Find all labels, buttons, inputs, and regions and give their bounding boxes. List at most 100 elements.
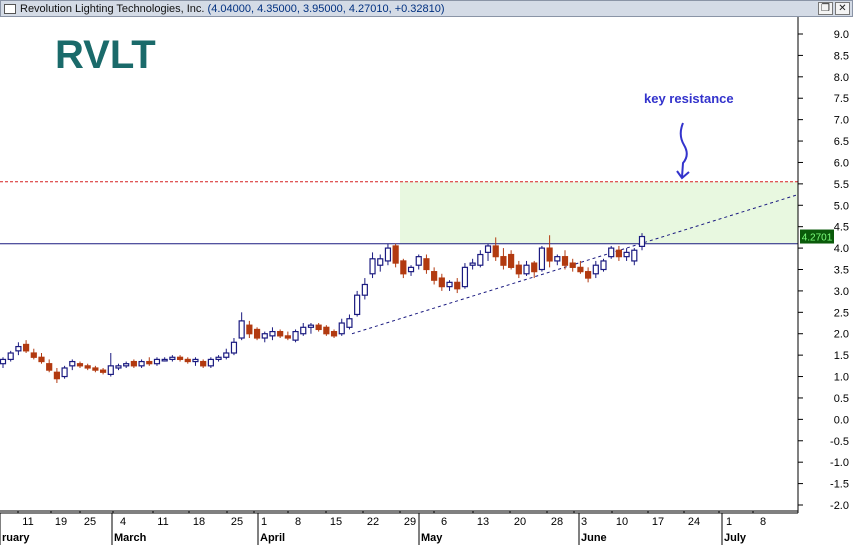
candle-up [238, 320, 245, 339]
candle-up [469, 262, 476, 266]
chart-window-icon [4, 3, 16, 14]
x-tick-label: 11 [157, 516, 168, 528]
x-tick-label: 4 [120, 516, 126, 528]
candle-down [585, 271, 592, 279]
x-tick-label: 20 [514, 516, 526, 528]
candle-down [130, 360, 137, 367]
candle-down [423, 258, 430, 271]
y-tick-label: -0.5 [830, 436, 849, 448]
candle-down [76, 363, 84, 367]
y-tick-label: 6.5 [834, 136, 849, 148]
x-tick-label: 8 [760, 516, 766, 528]
candle-up [461, 266, 469, 288]
candle-up [369, 258, 376, 275]
candle-down [284, 335, 291, 339]
y-tick-label: 4.0 [834, 243, 849, 255]
x-tick-label: 25 [231, 516, 243, 528]
candle-down [546, 247, 553, 262]
candle-down [492, 245, 499, 258]
candle-up [123, 363, 130, 367]
y-tick-label: 2.5 [834, 307, 849, 319]
candle-down [84, 365, 91, 369]
candle-down [46, 363, 53, 371]
y-tick-label: 5.0 [834, 200, 849, 212]
x-tick-label: 19 [55, 516, 67, 528]
x-tick-label: 24 [688, 516, 700, 528]
y-tick-label: 3.0 [834, 286, 849, 298]
candle-up [153, 358, 161, 365]
company-name: Revolution Lighting Technologies, Inc. [20, 2, 205, 15]
y-tick-label: 0.0 [834, 414, 849, 426]
candle-up [346, 318, 353, 328]
candle-down [438, 277, 445, 288]
close-window-icon[interactable]: ✕ [835, 2, 850, 15]
candle-up [361, 283, 368, 296]
candle-up [0, 358, 7, 365]
candle-up [300, 326, 307, 335]
candle-up [592, 264, 599, 275]
candle-up [215, 356, 222, 361]
restore-window-icon[interactable]: ❐ [818, 2, 833, 15]
candle-down [53, 371, 60, 380]
candle-down [30, 352, 37, 358]
annotation-key-resistance: key resistance [644, 91, 734, 106]
candle-up [384, 247, 392, 262]
resistance-zone [400, 181, 798, 244]
y-tick-label: 8.0 [834, 72, 849, 84]
x-tick-label: 18 [193, 516, 205, 528]
candle-down [246, 324, 253, 335]
x-tick-label: 1 [261, 516, 267, 528]
candle-down [392, 245, 399, 264]
ticker-watermark: RVLT [55, 33, 156, 77]
candle-down [92, 367, 99, 371]
x-tick-label: 3 [581, 516, 587, 528]
candle-up [7, 352, 14, 361]
candle-down [561, 256, 569, 266]
x-tick-label: 29 [404, 516, 416, 528]
candle-up [161, 358, 168, 362]
candle-down [253, 328, 261, 339]
y-tick-label: 5.5 [834, 179, 849, 191]
candle-up [223, 352, 230, 358]
month-label: May [421, 532, 443, 544]
candle-down [531, 262, 538, 273]
candle-down [500, 256, 507, 266]
x-tick-label: 17 [652, 516, 664, 528]
y-tick-label: 9.0 [834, 29, 849, 41]
candle-up [484, 245, 492, 253]
y-tick-label: 6.0 [834, 157, 849, 169]
y-tick-label: 4.5 [834, 222, 849, 234]
candle-down [330, 330, 338, 337]
candle-up [61, 367, 68, 378]
x-axis: 11 19 25 4 11 18 25 1 8 15 22 29 6 13 20 28 3 10 17 24 1 8rua… [0, 510, 798, 545]
candle-down [99, 369, 107, 373]
quote-values: (4.04000, 4.35000, 3.95000, 4.27010, +0.… [207, 2, 445, 15]
y-tick-label: -1.0 [830, 457, 849, 469]
candle-up [638, 235, 646, 247]
candle-up [69, 360, 76, 367]
candle-down [508, 253, 515, 268]
plot-background [0, 17, 798, 513]
candle-down [200, 360, 207, 367]
candle-up [192, 358, 199, 363]
candle-up [15, 345, 22, 352]
x-tick-label: 8 [295, 516, 301, 528]
candle-up [261, 333, 268, 339]
y-tick-label: 7.5 [834, 93, 849, 105]
candle-up [608, 247, 615, 258]
candle-up [377, 258, 384, 266]
x-tick-label: 28 [551, 516, 563, 528]
candle-up [207, 358, 214, 367]
candle-up [269, 330, 276, 337]
window-titlebar[interactable]: Revolution Lighting Technologies, Inc. (… [0, 0, 853, 17]
candle-down [431, 271, 438, 281]
candle-down [22, 343, 30, 352]
y-tick-label: 1.5 [834, 350, 849, 362]
x-tick-label: 13 [477, 516, 489, 528]
x-tick-label: 10 [616, 516, 628, 528]
candle-down [400, 260, 407, 275]
candle-down [454, 281, 461, 290]
candle-up [138, 360, 145, 367]
candle-up [623, 251, 630, 258]
